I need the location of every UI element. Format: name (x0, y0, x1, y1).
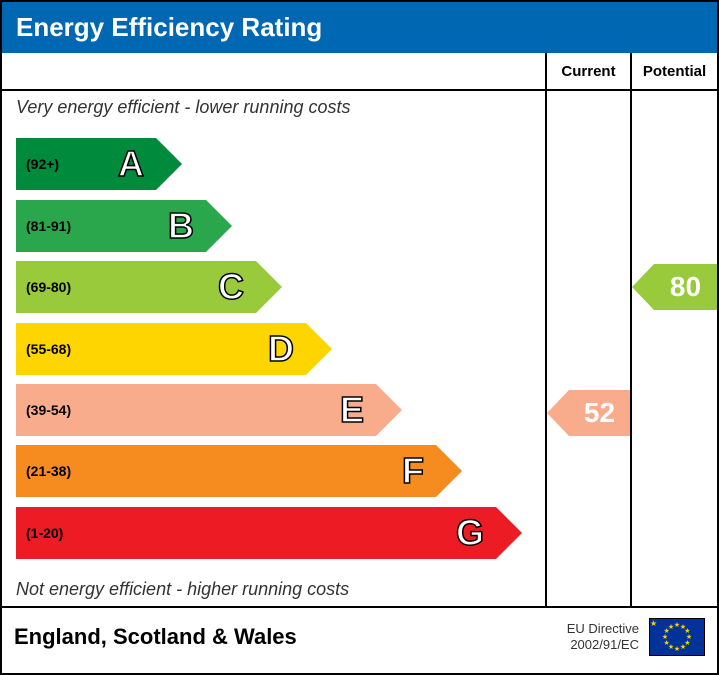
footer-region: England, Scotland & Wales (14, 624, 297, 650)
rating-arrow-icon (547, 390, 569, 436)
eu-flag-icon: ★★★★★★★★★★★★ (649, 618, 705, 656)
band-arrow-icon (376, 384, 402, 436)
band-arrow-icon (256, 261, 282, 313)
band-range: (1-20) (16, 525, 63, 541)
epc-chart: Energy Efficiency Rating Very energy eff… (0, 0, 719, 675)
band-range: (39-54) (16, 402, 71, 418)
band-row-c: (69-80) C (16, 261, 545, 313)
band-arrow-icon (206, 200, 232, 252)
caption-efficient: Very energy efficient - lower running co… (2, 97, 351, 118)
band-letter: G (456, 512, 496, 554)
band-c: (69-80) C (16, 261, 256, 313)
footer-directive: EU Directive 2002/91/EC (567, 621, 639, 652)
band-range: (69-80) (16, 279, 71, 295)
band-row-f: (21-38) F (16, 445, 545, 497)
band-row-e: (39-54) E (16, 384, 545, 436)
band-letter: D (268, 328, 306, 370)
band-range: (92+) (16, 156, 59, 172)
band-letter: E (340, 389, 376, 431)
directive-line1: EU Directive (567, 621, 639, 637)
directive-line2: 2002/91/EC (567, 637, 639, 653)
footer-right: EU Directive 2002/91/EC ★★★★★★★★★★★★ (567, 618, 705, 656)
band-letter: C (218, 266, 256, 308)
band-row-d: (55-68) D (16, 323, 545, 375)
band-list: (92+) A (81-91) B (69-80) C (55-68) D (39-54) E (2… (16, 129, 545, 568)
eu-star-icon: ★ (668, 623, 674, 631)
potential-rating-tag: 80 (654, 264, 717, 310)
bands-header-empty (2, 53, 545, 91)
eu-star-icon: ★ (680, 643, 686, 651)
band-a: (92+) A (16, 138, 156, 190)
band-letter: F (402, 450, 436, 492)
band-g: (1-20) G (16, 507, 496, 559)
caption-inefficient: Not energy efficient - higher running co… (2, 579, 349, 600)
potential-column: Potential 80 (632, 53, 717, 606)
band-letter: B (168, 205, 206, 247)
current-rating-tag: 52 (569, 390, 630, 436)
band-arrow-icon (156, 138, 182, 190)
band-range: (21-38) (16, 463, 71, 479)
current-body: 52 (547, 91, 630, 606)
band-e: (39-54) E (16, 384, 376, 436)
band-b: (81-91) B (16, 200, 206, 252)
chart-grid: Very energy efficient - lower running co… (2, 53, 717, 608)
current-column: Current 52 (547, 53, 632, 606)
band-letter: A (118, 143, 156, 185)
current-header: Current (547, 53, 630, 91)
band-row-a: (92+) A (16, 138, 545, 190)
bands-column: Very energy efficient - lower running co… (2, 53, 547, 606)
chart-title: Energy Efficiency Rating (2, 2, 717, 53)
potential-header: Potential (632, 53, 717, 91)
band-arrow-icon (436, 445, 462, 497)
band-d: (55-68) D (16, 323, 306, 375)
rating-arrow-icon (632, 264, 654, 310)
band-row-b: (81-91) B (16, 200, 545, 252)
band-arrow-icon (496, 507, 522, 559)
bands-body: Very energy efficient - lower running co… (2, 91, 545, 606)
band-f: (21-38) F (16, 445, 436, 497)
band-range: (81-91) (16, 218, 71, 234)
chart-footer: England, Scotland & Wales EU Directive 2… (2, 608, 717, 666)
eu-star-icon: ★ (674, 645, 680, 653)
band-range: (55-68) (16, 341, 71, 357)
potential-body: 80 (632, 91, 717, 606)
band-arrow-icon (306, 323, 332, 375)
band-row-g: (1-20) G (16, 507, 545, 559)
